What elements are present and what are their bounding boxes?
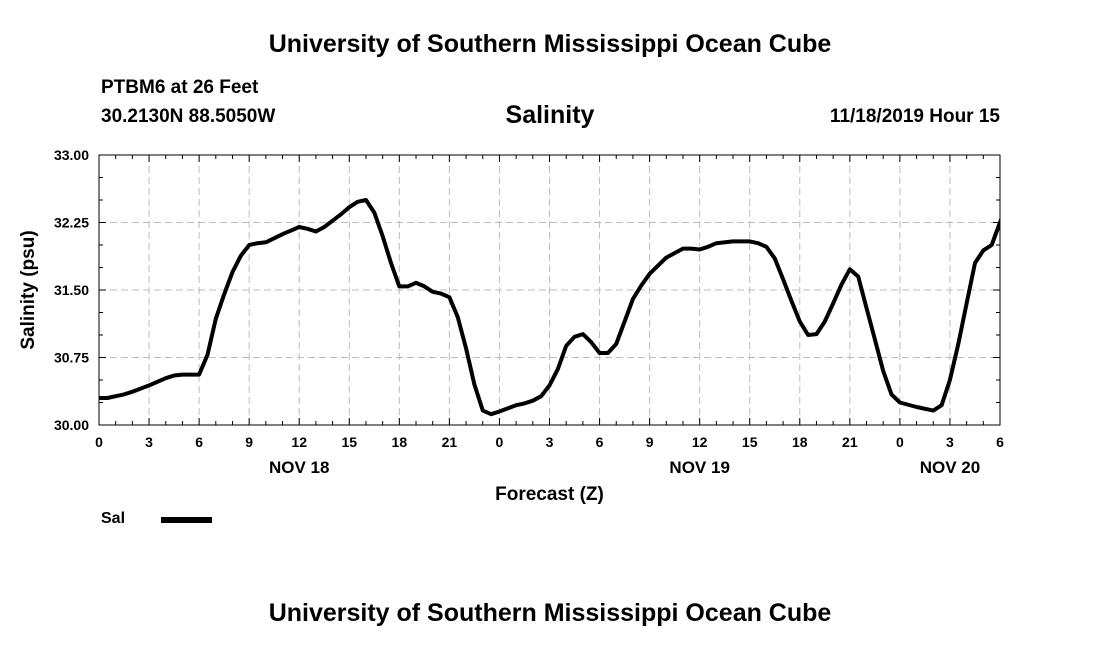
footer-title: University of Southern Mississippi Ocean… bbox=[268, 599, 832, 627]
x-tick-label: 6 bbox=[596, 434, 604, 450]
y-tick-label: 31.50 bbox=[54, 282, 89, 298]
x-tick-label: 6 bbox=[996, 434, 1004, 450]
x-tick-label: 0 bbox=[896, 434, 904, 450]
y-axis-label: Salinity (psu) bbox=[18, 230, 39, 349]
day-label: NOV 18 bbox=[269, 458, 329, 477]
x-tick-label: 12 bbox=[692, 434, 708, 450]
forecast-date-label: 11/18/2019 Hour 15 bbox=[829, 106, 1000, 127]
y-tick-label: 33.00 bbox=[54, 147, 89, 163]
coordinates-label: 30.2130N 88.5050W bbox=[101, 106, 276, 127]
x-tick-label: 21 bbox=[442, 434, 458, 450]
x-tick-label: 9 bbox=[646, 434, 654, 450]
x-axis-label: Forecast (Z) bbox=[495, 484, 604, 505]
x-tick-label: 3 bbox=[546, 434, 554, 450]
x-tick-label: 6 bbox=[195, 434, 203, 450]
x-tick-label: 18 bbox=[792, 434, 808, 450]
x-tick-label: 21 bbox=[842, 434, 858, 450]
x-tick-label: 3 bbox=[946, 434, 954, 450]
x-tick-label: 3 bbox=[145, 434, 153, 450]
y-tick-label: 30.00 bbox=[54, 417, 89, 433]
chart-title: Salinity bbox=[505, 101, 595, 129]
y-tick-label: 32.25 bbox=[54, 215, 89, 231]
x-tick-label: 9 bbox=[245, 434, 253, 450]
legend-swatch bbox=[161, 517, 212, 523]
x-tick-label: 15 bbox=[742, 434, 758, 450]
x-tick-label: 12 bbox=[291, 434, 307, 450]
day-label: NOV 19 bbox=[669, 458, 729, 477]
x-tick-label: 18 bbox=[392, 434, 408, 450]
y-tick-label: 30.75 bbox=[54, 350, 89, 366]
x-tick-label: 0 bbox=[496, 434, 504, 450]
day-label: NOV 20 bbox=[920, 458, 980, 477]
x-tick-label: 15 bbox=[341, 434, 357, 450]
axes: 0 3 6 9 12 15 18 21 0 3 6 9 12 15 18 21 0 3 6 NOV 18 NOV 19 N… bbox=[18, 147, 1004, 505]
legend-label: Sal bbox=[101, 510, 126, 527]
series-layer bbox=[99, 198, 1000, 417]
grid bbox=[99, 155, 1000, 425]
station-label: PTBM6 at 26 Feet bbox=[101, 77, 259, 98]
page-title: University of Southern Mississippi Ocean… bbox=[268, 30, 832, 58]
x-tick-label: 0 bbox=[95, 434, 103, 450]
series-line-salinity bbox=[99, 198, 1000, 417]
